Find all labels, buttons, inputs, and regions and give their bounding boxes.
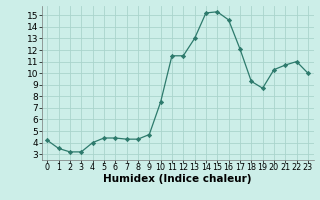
- X-axis label: Humidex (Indice chaleur): Humidex (Indice chaleur): [103, 174, 252, 184]
